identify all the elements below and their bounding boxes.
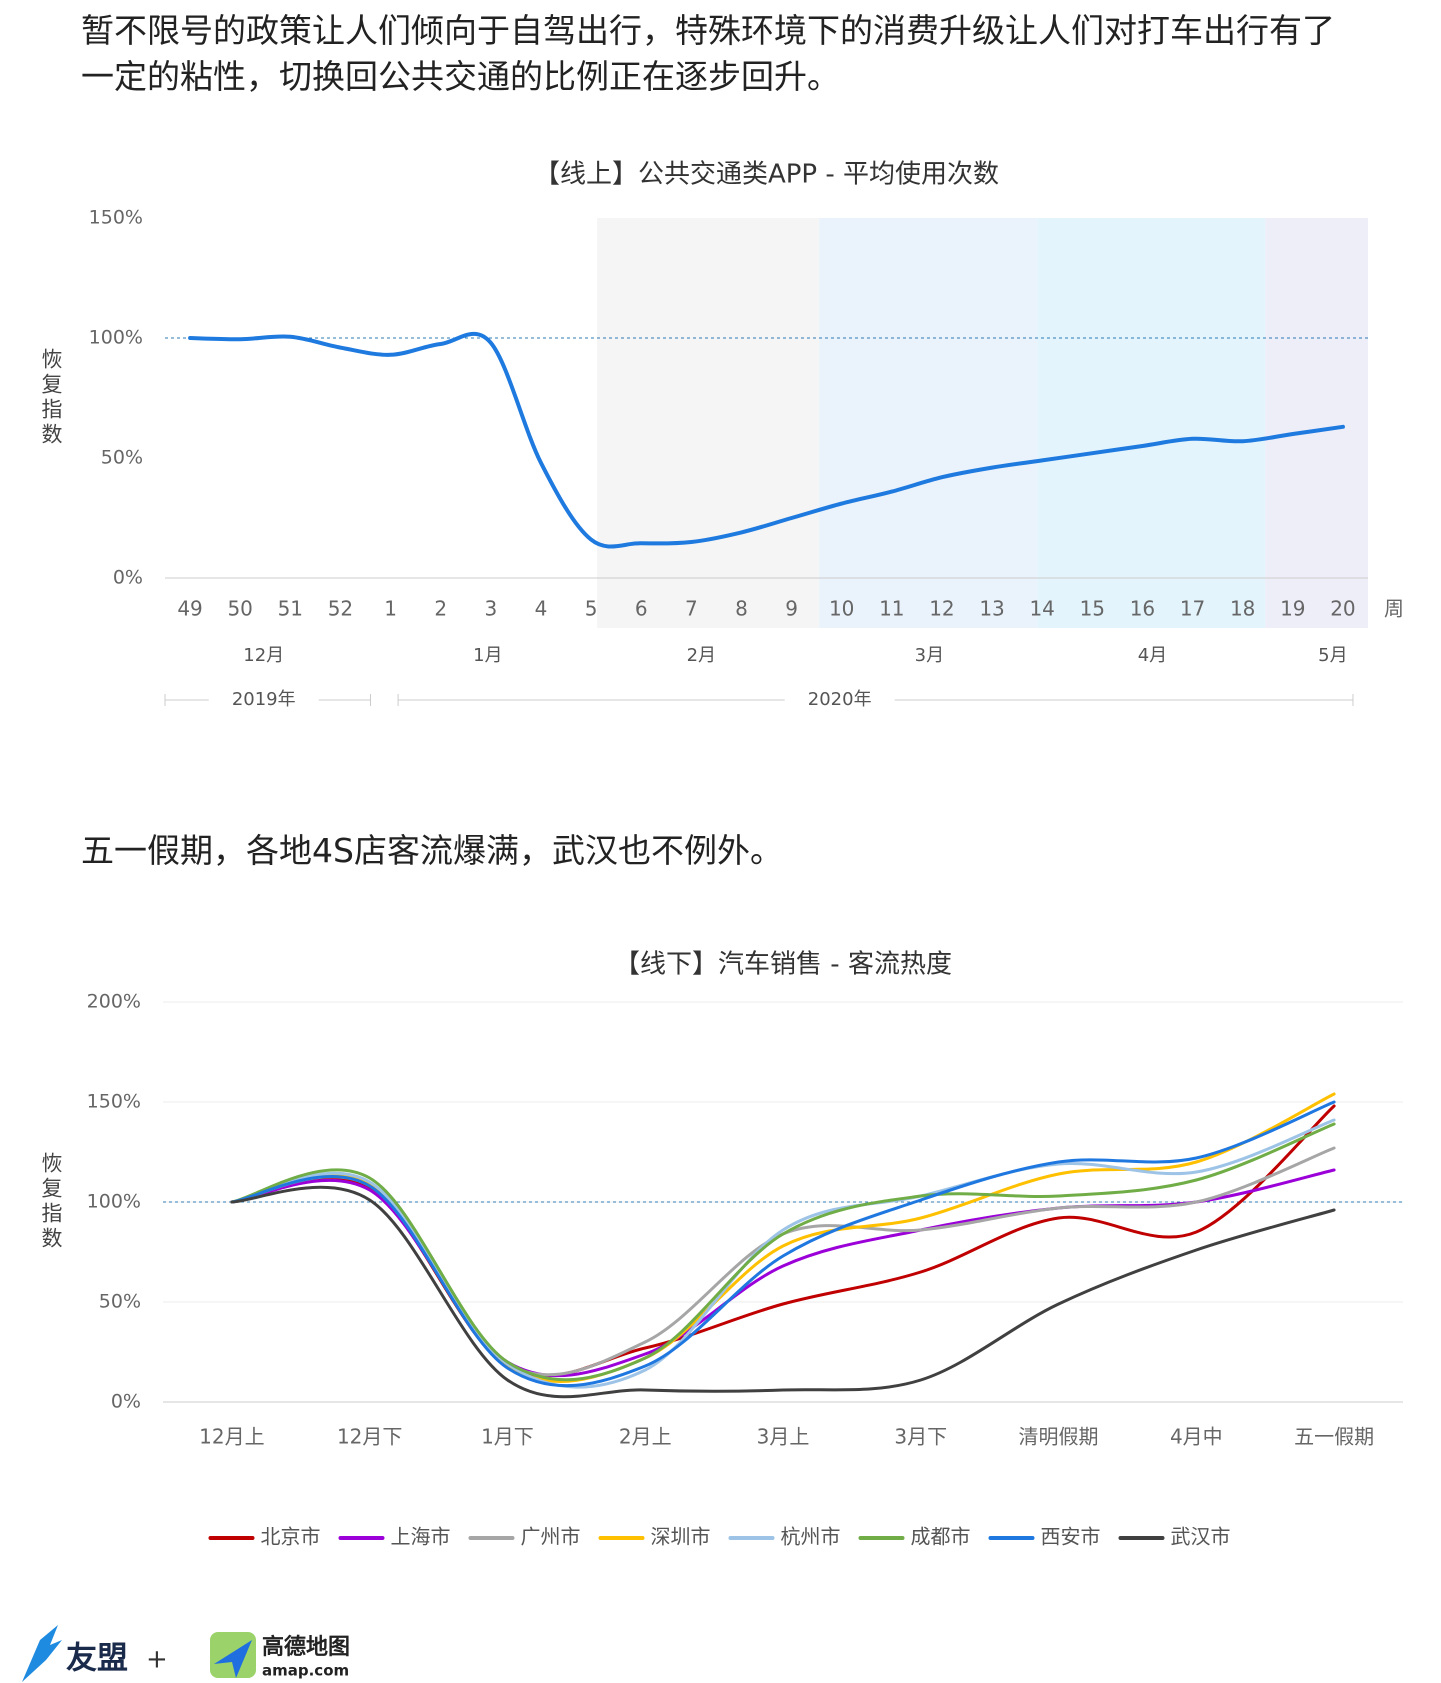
series-line (188, 331, 1345, 549)
series-line (230, 1185, 1336, 1399)
umeng-logo: 友盟 + (22, 1625, 168, 1682)
amap-url: amap.com (262, 1662, 349, 1680)
y-axis-label: 恢复指数 (39, 1152, 63, 1252)
x-tick-label: 五一假期 (1294, 1425, 1374, 1449)
x-tick-label: 52 (328, 597, 353, 621)
month-label: 2月 (687, 645, 716, 666)
series-line (230, 1104, 1336, 1378)
y-tick-label: 200% (87, 991, 141, 1013)
x-tick-label: 1月下 (481, 1425, 534, 1449)
y-tick-label: 0% (113, 567, 143, 589)
x-tick-label: 8 (735, 597, 748, 621)
chart-title: 【线上】公共交通类APP - 平均使用次数 (534, 160, 999, 190)
x-tick-label: 2月上 (619, 1425, 672, 1449)
amap-text: 高德地图 (262, 1634, 350, 1660)
x-tick-label: 15 (1080, 597, 1105, 621)
period-shade (1037, 218, 1266, 628)
amap-logo: 高德地图 amap.com (210, 1632, 350, 1680)
x-tick-label: 1 (384, 597, 397, 621)
y-tick-label: 50% (101, 447, 143, 469)
x-tick-label: 4 (535, 597, 548, 621)
legend-label: 北京市 (261, 1525, 321, 1549)
series-line (230, 1122, 1336, 1382)
y-tick-label: 150% (89, 207, 143, 229)
x-tick-label: 4月中 (1170, 1425, 1223, 1449)
chart: 【线上】公共交通类APP - 平均使用次数恢复指数0%50%100%150%49… (39, 160, 1404, 711)
y-tick-label: 100% (87, 1191, 141, 1213)
series-line (230, 1168, 1336, 1378)
x-tick-label: 16 (1130, 597, 1155, 621)
amap-arrow (214, 1640, 252, 1678)
x-tick-label: 3月下 (894, 1425, 947, 1449)
x-tick-label: 12 (929, 597, 954, 621)
x-tick-label: 3 (484, 597, 497, 621)
legend-label: 成都市 (911, 1525, 971, 1549)
series-line (230, 1146, 1336, 1377)
y-tick-label: 150% (87, 1091, 141, 1113)
x-tick-label: 14 (1029, 597, 1054, 621)
x-tick-label: 5 (585, 597, 598, 621)
x-tick-label: 49 (177, 597, 202, 621)
month-label: 4月 (1138, 645, 1167, 666)
x-tick-label: 19 (1280, 597, 1305, 621)
y-tick-label: 100% (89, 327, 143, 349)
paragraph: 五一假期，各地4S店客流爆满，武汉也不例外。 (81, 831, 783, 870)
umeng-text: 友盟 (66, 1641, 128, 1677)
month-label: 5月 (1318, 645, 1347, 666)
x-tick-label: 13 (979, 597, 1004, 621)
period-shade (597, 218, 820, 628)
x-tick-label: 7 (685, 597, 698, 621)
year-label: 2019年 (232, 689, 296, 710)
x-tick-label: 9 (785, 597, 798, 621)
legend-label: 深圳市 (651, 1525, 711, 1549)
x-tick-label: 3月上 (757, 1425, 810, 1449)
x-tick-label: 51 (278, 597, 303, 621)
x-tick-label: 20 (1330, 597, 1355, 621)
month-label: 1月 (473, 645, 502, 666)
month-label: 12月 (243, 645, 284, 666)
x-tick-label: 清明假期 (1019, 1425, 1099, 1449)
y-axis-label: 恢复指数 (39, 348, 63, 448)
x-tick-label: 2 (434, 597, 447, 621)
plus: + (146, 1645, 168, 1675)
umeng-icon (22, 1625, 62, 1682)
legend-label: 广州市 (521, 1525, 581, 1549)
x-tick-label: 12月下 (337, 1425, 402, 1449)
legend-label: 杭州市 (781, 1525, 841, 1549)
period-shade (819, 218, 1038, 628)
x-tick-label: 50 (227, 597, 252, 621)
year-label: 2020年 (808, 689, 872, 710)
y-tick-label: 0% (111, 1391, 141, 1413)
x-tick-label: 12月上 (199, 1425, 264, 1449)
legend-label: 上海市 (391, 1525, 451, 1549)
series-line (230, 1100, 1336, 1388)
x-tick-label: 17 (1180, 597, 1205, 621)
x-tick-label: 6 (635, 597, 648, 621)
y-tick-label: 50% (99, 1291, 141, 1313)
x-tick-label: 10 (829, 597, 854, 621)
legend-label: 武汉市 (1171, 1525, 1231, 1549)
x-tick-label: 18 (1230, 597, 1255, 621)
x-tick-label: 11 (879, 597, 904, 621)
chart-title: 【线下】汽车销售 - 客流热度 (614, 950, 952, 980)
series-line (230, 1118, 1336, 1389)
x-axis-label: 周 (1384, 597, 1404, 621)
month-label: 3月 (915, 645, 944, 666)
period-shade (1265, 218, 1368, 628)
paragraph: 暂不限号的政策让人们倾向于自驾出行，特殊环境下的消费升级让人们对打车出行有了一定… (81, 11, 1335, 96)
legend-label: 西安市 (1041, 1525, 1101, 1549)
